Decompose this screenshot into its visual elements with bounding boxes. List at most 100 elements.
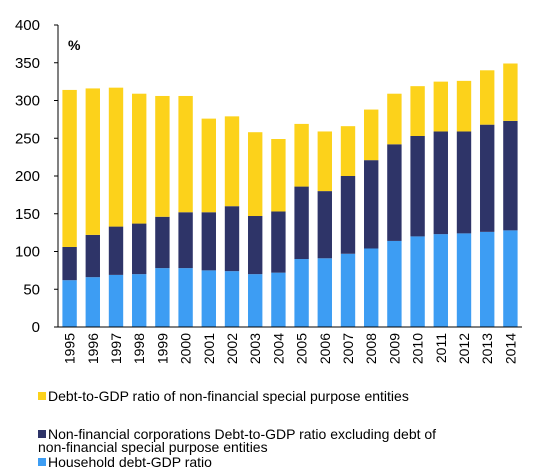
x-tick-label-2002: 2002 bbox=[224, 333, 240, 364]
bar-2003-series-0 bbox=[248, 274, 263, 327]
bar-2012-series-2 bbox=[456, 80, 472, 132]
bar-2001-series-0 bbox=[201, 270, 216, 328]
x-tick-label-2008: 2008 bbox=[363, 333, 379, 364]
bar-1998-series-2 bbox=[132, 93, 147, 224]
x-tick-label-2003: 2003 bbox=[247, 333, 263, 364]
bar-2007-series-0 bbox=[340, 253, 356, 327]
y-tick-label-250: 250 bbox=[15, 130, 40, 147]
bar-1995-series-1 bbox=[62, 246, 77, 281]
x-tick-label-1998: 1998 bbox=[131, 333, 147, 364]
x-tick-label-1996: 1996 bbox=[85, 333, 101, 364]
bar-1995-series-2 bbox=[62, 89, 77, 247]
x-tick-label-2007: 2007 bbox=[340, 333, 356, 364]
bar-2014-series-1 bbox=[503, 120, 518, 231]
x-tick-label-2011: 2011 bbox=[433, 333, 449, 363]
bar-2000-series-0 bbox=[178, 268, 193, 327]
bar-2006-series-2 bbox=[317, 131, 332, 192]
x-tick-label-2000: 2000 bbox=[178, 333, 194, 364]
legend-label-nfc: Non-financial corporations Debt-to-GDP r… bbox=[38, 426, 437, 455]
x-tick-label-1999: 1999 bbox=[154, 333, 170, 364]
y-tick-label-50: 50 bbox=[23, 281, 40, 298]
legend-item-nfc: Non-financial corporations Debt-to-GDP r… bbox=[38, 426, 437, 455]
legend-item-spe: Debt-to-GDP ratio of non-financial speci… bbox=[38, 388, 409, 404]
bar-2007-series-2 bbox=[340, 126, 356, 176]
bar-1997-series-2 bbox=[108, 87, 124, 227]
x-tick-label-2006: 2006 bbox=[317, 333, 333, 364]
x-tick-label-1997: 1997 bbox=[108, 333, 124, 364]
bar-2008-series-0 bbox=[364, 248, 379, 327]
bar-2008-series-2 bbox=[364, 109, 379, 161]
bar-2003-series-2 bbox=[248, 132, 263, 217]
y-tick-label-0: 0 bbox=[32, 319, 40, 336]
bar-2006-series-0 bbox=[317, 258, 332, 327]
bar-1999-series-2 bbox=[155, 95, 170, 217]
bar-2013-series-0 bbox=[480, 231, 495, 327]
legend-swatch-household bbox=[38, 458, 46, 466]
bar-2011-series-0 bbox=[433, 234, 448, 327]
bar-1996-series-1 bbox=[85, 234, 100, 278]
bar-2002-series-1 bbox=[224, 206, 240, 272]
bar-2005-series-0 bbox=[294, 259, 309, 327]
x-tick-label-2004: 2004 bbox=[270, 333, 286, 364]
bar-2010-series-1 bbox=[410, 135, 425, 237]
legend-label-spe: Debt-to-GDP ratio of non-financial speci… bbox=[48, 388, 409, 404]
x-tick-label-2014: 2014 bbox=[502, 333, 518, 364]
bar-1997-series-0 bbox=[108, 274, 124, 327]
x-tick-label-2001: 2001 bbox=[201, 333, 217, 364]
legend-swatch-spe bbox=[38, 392, 46, 400]
bar-2005-series-2 bbox=[294, 123, 309, 187]
x-tick-label-2013: 2013 bbox=[479, 333, 495, 364]
bar-1996-series-2 bbox=[85, 88, 100, 235]
bar-2010-series-0 bbox=[410, 236, 425, 327]
bar-2013-series-1 bbox=[480, 124, 495, 232]
bar-2004-series-1 bbox=[271, 211, 286, 273]
bar-2005-series-1 bbox=[294, 186, 309, 260]
unit-label: % bbox=[68, 37, 81, 53]
bar-2011-series-1 bbox=[433, 131, 448, 235]
y-tick-label-350: 350 bbox=[15, 55, 40, 72]
y-tick-label-100: 100 bbox=[15, 244, 40, 261]
bar-2009-series-1 bbox=[387, 144, 402, 241]
bar-2002-series-0 bbox=[224, 271, 240, 327]
bar-2014-series-2 bbox=[503, 63, 518, 121]
bar-2002-series-2 bbox=[224, 116, 240, 207]
bar-2000-series-1 bbox=[178, 212, 193, 269]
bar-2008-series-1 bbox=[364, 160, 379, 249]
bar-1998-series-0 bbox=[132, 274, 147, 327]
bar-2001-series-2 bbox=[201, 118, 216, 213]
bar-2006-series-1 bbox=[317, 191, 332, 259]
x-tick-label-2009: 2009 bbox=[386, 333, 402, 364]
bar-1998-series-1 bbox=[132, 223, 147, 275]
bar-1995-series-0 bbox=[62, 280, 77, 327]
bar-2001-series-1 bbox=[201, 212, 216, 271]
y-tick-label-300: 300 bbox=[15, 93, 40, 110]
y-tick-label-400: 400 bbox=[15, 17, 40, 34]
bar-2007-series-1 bbox=[340, 176, 356, 254]
legend-item-household: Household debt-GDP ratio bbox=[38, 454, 212, 470]
bar-2003-series-1 bbox=[248, 216, 263, 275]
x-tick-label-2012: 2012 bbox=[456, 333, 472, 364]
legend-swatch-nfc bbox=[38, 430, 46, 438]
bar-2013-series-2 bbox=[480, 70, 495, 125]
bar-2010-series-2 bbox=[410, 86, 425, 136]
bar-2009-series-2 bbox=[387, 93, 402, 145]
bar-2004-series-0 bbox=[271, 272, 286, 327]
x-tick-label-1995: 1995 bbox=[62, 333, 78, 364]
y-tick-label-200: 200 bbox=[15, 168, 40, 185]
bar-1999-series-1 bbox=[155, 216, 170, 269]
bar-1997-series-1 bbox=[108, 226, 124, 275]
x-tick-label-2010: 2010 bbox=[410, 333, 426, 364]
bar-1999-series-0 bbox=[155, 268, 170, 327]
bar-2004-series-2 bbox=[271, 139, 286, 212]
x-tick-label-2005: 2005 bbox=[294, 333, 310, 364]
bar-2012-series-1 bbox=[456, 131, 472, 234]
bar-1996-series-0 bbox=[85, 277, 100, 327]
bar-2014-series-0 bbox=[503, 230, 518, 327]
bar-2011-series-2 bbox=[433, 81, 448, 132]
bar-2009-series-0 bbox=[387, 240, 402, 327]
bar-2000-series-2 bbox=[178, 95, 193, 213]
legend-label-household: Household debt-GDP ratio bbox=[48, 454, 212, 470]
bar-2012-series-0 bbox=[456, 233, 472, 327]
y-tick-label-150: 150 bbox=[15, 206, 40, 223]
